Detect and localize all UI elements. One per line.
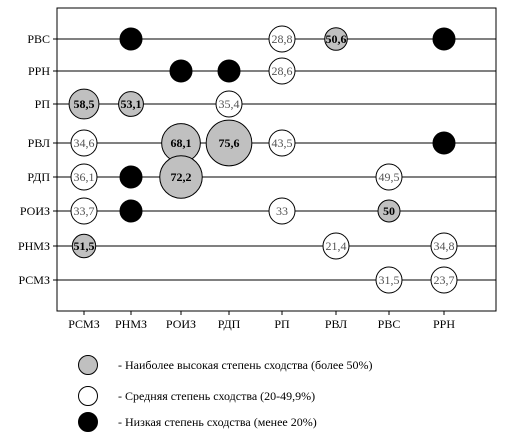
bubble-low (169, 59, 193, 83)
bubble-low (432, 27, 456, 51)
y-tick-label: РП (35, 97, 51, 111)
bubble-medium (268, 25, 296, 53)
legend-item-medium: - Средняя степень сходства (20-49,9%) (78, 386, 498, 410)
legend-item-high: - Наиболее высокая степень сходства (бол… (78, 355, 498, 379)
legend-swatch-low (78, 412, 98, 432)
bubble-high (377, 199, 401, 223)
y-tick-label: РОИЗ (20, 204, 50, 218)
x-tick-label: РРН (433, 317, 455, 331)
bubble-value-label: 50,6 (326, 32, 347, 46)
bubble-medium (375, 266, 403, 294)
bubble-value-label: 34,8 (434, 239, 455, 253)
bubble-value-label: 72,2 (171, 170, 192, 184)
x-tick-label: РСМЗ (68, 317, 100, 331)
bubble-value-label: 23,7 (434, 273, 455, 287)
x-tick-label: РП (274, 317, 290, 331)
bubble-value-label: 43,5 (272, 136, 293, 150)
plot-frame (56, 7, 497, 312)
bubble-value-label: 51,5 (74, 239, 95, 253)
bubble-value-label: 35,4 (219, 97, 240, 111)
bubble-medium (268, 129, 296, 157)
y-tick-label: РРН (28, 64, 50, 78)
bubble-medium (215, 90, 243, 118)
bubble-medium (430, 232, 458, 260)
legend-item-low: - Низкая степень сходства (менее 20%) (78, 412, 498, 436)
x-tick-label: РВЛ (325, 317, 347, 331)
y-tick-label: РДП (27, 170, 50, 184)
bubble-medium (430, 266, 458, 294)
bubble-value-label: 58,5 (74, 97, 95, 111)
legend-label-high: - Наиболее высокая степень сходства (бол… (118, 358, 373, 372)
bubble-high (71, 233, 97, 259)
bubble-low (119, 27, 143, 51)
x-tick-label: РОИЗ (166, 317, 196, 331)
legend-label-medium: - Средняя степень сходства (20-49,9%) (118, 389, 316, 403)
bubble-medium (375, 163, 403, 191)
bubble-low (432, 131, 456, 155)
bubble-medium (70, 163, 98, 191)
bubble-value-label: 21,4 (326, 239, 347, 253)
bubble-value-label: 68,1 (171, 136, 192, 150)
bubble-low (119, 199, 143, 223)
bubble-value-label: 75,6 (219, 136, 240, 150)
bubble-high (118, 91, 144, 117)
bubble-value-label: 33,7 (74, 204, 95, 218)
bubble-value-label: 49,5 (379, 170, 400, 184)
y-tick-label: РВЛ (28, 136, 50, 150)
legend-swatch-medium (78, 386, 98, 406)
bubble-high (68, 88, 100, 120)
legend-swatch-high (78, 355, 98, 375)
x-tick-label: РВС (378, 317, 401, 331)
x-tick-label: РДП (218, 317, 241, 331)
bubble-value-label: 34,6 (74, 136, 95, 150)
y-tick-label: РНМЗ (18, 239, 50, 253)
y-tick-label: РВС (27, 32, 50, 46)
bubble-value-label: 36,1 (74, 170, 95, 184)
bubble-value-label: 31,5 (379, 273, 400, 287)
bubble-high (324, 27, 348, 51)
bubble-value-label: 50 (383, 204, 395, 218)
bubble-value-label: 28,8 (272, 32, 293, 46)
bubble-medium (322, 232, 350, 260)
bubble-high (205, 119, 253, 167)
bubble-medium (268, 57, 296, 85)
bubble-value-label: 53,1 (121, 97, 142, 111)
bubble-medium (70, 197, 98, 225)
bubble-value-label: 28,6 (272, 64, 293, 78)
x-tick-label: РНМЗ (115, 317, 147, 331)
bubble-medium (70, 129, 98, 157)
bubble-high (159, 155, 203, 199)
bubble-value-label: 33 (276, 204, 288, 218)
bubble-low (119, 165, 143, 189)
bubble-medium (268, 197, 296, 225)
bubble-low (217, 59, 241, 83)
y-tick-label: РСМЗ (18, 273, 50, 287)
legend-label-low: - Низкая степень сходства (менее 20%) (118, 415, 317, 429)
